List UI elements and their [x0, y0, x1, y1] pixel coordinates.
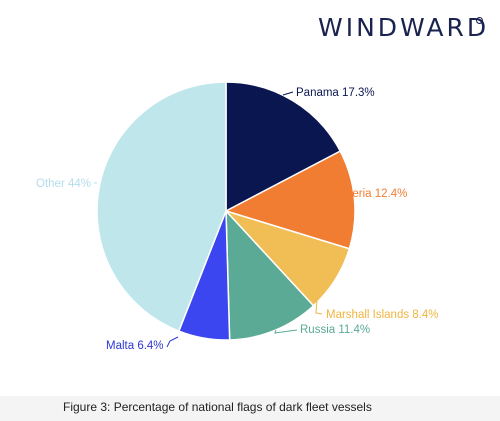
- slice-label-liberia: Liberia 12.4%: [337, 188, 407, 200]
- figure-caption: Figure 3: Percentage of national flags o…: [63, 400, 372, 414]
- slice-label-other: Other 44%: [36, 178, 91, 190]
- pie-slice-russia: [225, 209, 315, 341]
- pie-leader-lines: [94, 91, 335, 348]
- pie-slices: [96, 81, 356, 341]
- logo-registered-mark: [476, 17, 483, 24]
- pie-labels: Panama 17.3% Liberia 12.4% Marshall Island…: [36, 87, 438, 352]
- pie-slice-other: [96, 81, 227, 333]
- leader-line-russia: [274, 329, 298, 334]
- windward-logo: WINDWARD: [318, 13, 490, 42]
- leader-line-liberia: [324, 192, 335, 197]
- slice-label-marshall-islands: Marshall Islands 8.4%: [326, 309, 439, 321]
- pie-slice-liberia: [224, 150, 356, 250]
- leader-line-malta: [166, 336, 179, 348]
- slice-label-malta: Malta 6.4%: [106, 340, 164, 352]
- pie-chart: Panama 17.3% Liberia 12.4% Marshall Island…: [36, 81, 439, 352]
- slice-label-russia: Russia 11.4%: [300, 324, 370, 336]
- leader-line-panama: [282, 91, 294, 96]
- pie-slice-panama: [225, 81, 342, 213]
- caption-bar: [0, 396, 500, 421]
- slice-label-panama: Panama 17.3%: [296, 87, 375, 99]
- leader-line-marshall-islands: [315, 299, 323, 315]
